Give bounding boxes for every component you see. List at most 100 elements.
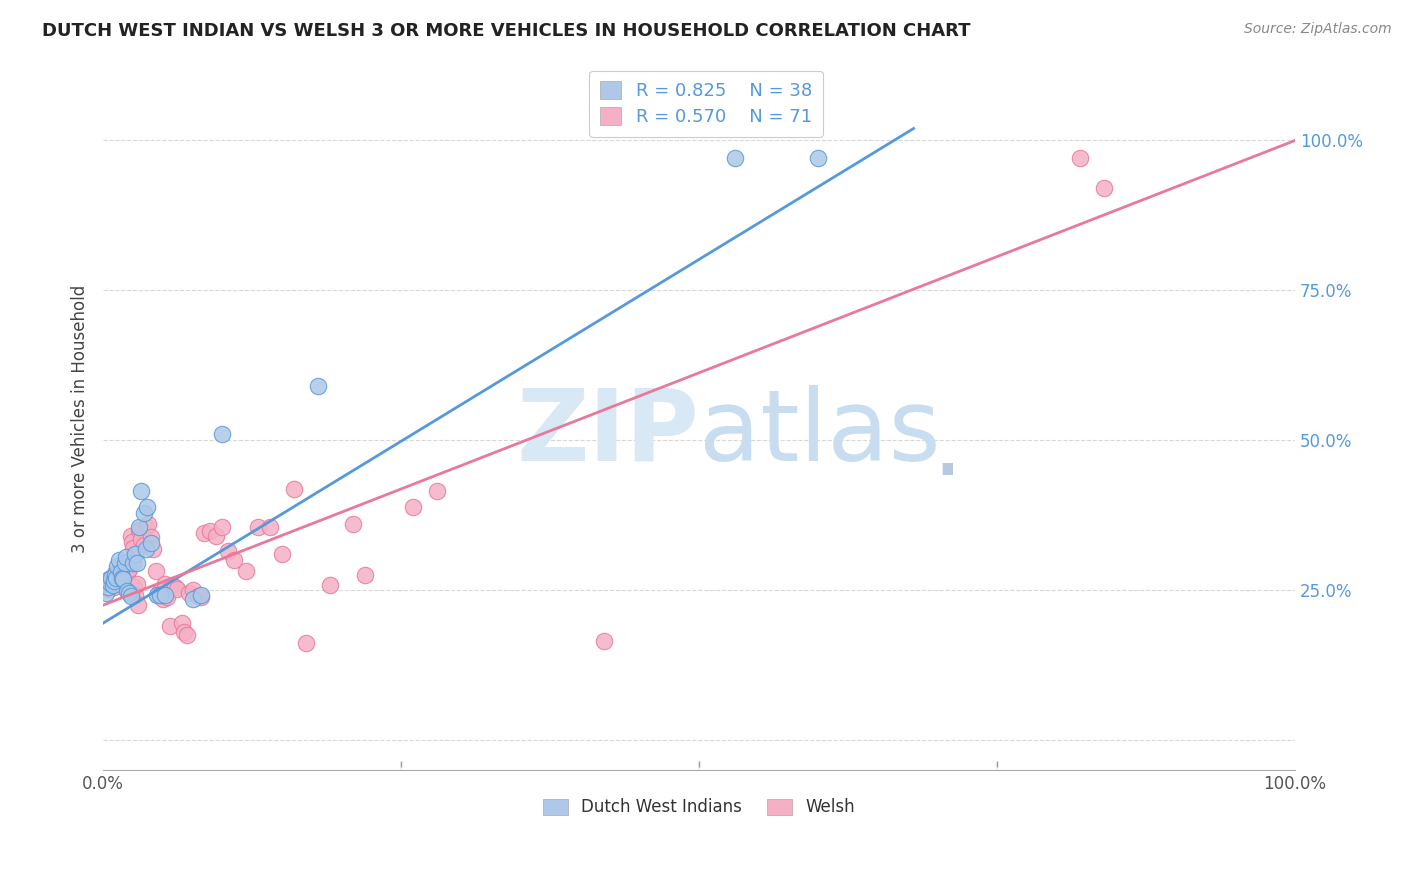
Point bbox=[128, 523, 150, 537]
Point bbox=[94, 586, 117, 600]
Point bbox=[142, 542, 165, 557]
Point bbox=[193, 526, 215, 541]
Point bbox=[101, 578, 124, 592]
Point bbox=[100, 571, 122, 585]
Point bbox=[96, 577, 118, 591]
Y-axis label: 3 or more Vehicles in Household: 3 or more Vehicles in Household bbox=[72, 285, 89, 553]
Point bbox=[190, 591, 212, 605]
Text: DUTCH WEST INDIAN VS WELSH 3 OR MORE VEHICLES IN HOUSEHOLD CORRELATION CHART: DUTCH WEST INDIAN VS WELSH 3 OR MORE VEH… bbox=[42, 22, 970, 40]
Point bbox=[153, 577, 176, 591]
Point bbox=[101, 576, 124, 591]
Point bbox=[98, 576, 121, 591]
Point bbox=[105, 571, 128, 585]
Point bbox=[135, 520, 157, 534]
Point bbox=[170, 616, 193, 631]
Point bbox=[132, 507, 155, 521]
Point bbox=[104, 568, 127, 582]
Point bbox=[139, 530, 162, 544]
Point bbox=[402, 500, 425, 515]
Text: .: . bbox=[932, 399, 963, 496]
Point bbox=[114, 564, 136, 578]
Point bbox=[307, 379, 329, 393]
Text: atlas: atlas bbox=[699, 384, 941, 482]
Point bbox=[211, 427, 233, 442]
Point bbox=[100, 571, 122, 585]
Point bbox=[724, 152, 747, 166]
Point bbox=[121, 535, 143, 549]
Point bbox=[190, 588, 212, 602]
Point bbox=[124, 547, 146, 561]
Point bbox=[129, 484, 152, 499]
Point bbox=[156, 591, 179, 605]
Point bbox=[107, 572, 129, 586]
Point bbox=[108, 577, 131, 591]
Point bbox=[200, 524, 222, 539]
Point bbox=[97, 580, 120, 594]
Point bbox=[145, 588, 167, 602]
Point bbox=[128, 520, 150, 534]
Point bbox=[112, 562, 135, 576]
Point bbox=[149, 584, 172, 599]
Point bbox=[120, 529, 142, 543]
Point bbox=[111, 570, 134, 584]
Text: Source: ZipAtlas.com: Source: ZipAtlas.com bbox=[1244, 22, 1392, 37]
Point bbox=[132, 538, 155, 552]
Point bbox=[97, 577, 120, 591]
Point bbox=[98, 572, 121, 586]
Point bbox=[129, 532, 152, 546]
Point bbox=[807, 152, 830, 166]
Point bbox=[153, 588, 176, 602]
Point bbox=[107, 553, 129, 567]
Point bbox=[181, 583, 204, 598]
Point bbox=[105, 571, 128, 585]
Point bbox=[1092, 181, 1115, 195]
Point bbox=[149, 588, 172, 602]
Point bbox=[247, 520, 270, 534]
Point bbox=[110, 574, 132, 589]
Point bbox=[176, 628, 198, 642]
Point bbox=[107, 566, 129, 581]
Point bbox=[177, 586, 200, 600]
Point bbox=[211, 520, 233, 534]
Point bbox=[135, 542, 157, 557]
Point bbox=[104, 566, 127, 581]
Point bbox=[318, 578, 340, 592]
Point bbox=[122, 580, 145, 594]
Point bbox=[114, 550, 136, 565]
Point bbox=[111, 571, 134, 585]
Point bbox=[145, 564, 167, 578]
Point bbox=[271, 547, 294, 561]
Point bbox=[139, 536, 162, 550]
Point bbox=[146, 588, 169, 602]
Point bbox=[163, 580, 186, 594]
Point bbox=[112, 572, 135, 586]
Legend: Dutch West Indians, Welsh: Dutch West Indians, Welsh bbox=[534, 790, 863, 825]
Point bbox=[98, 582, 121, 596]
Point bbox=[162, 578, 184, 592]
Point bbox=[294, 636, 316, 650]
Point bbox=[173, 625, 195, 640]
Point bbox=[283, 483, 305, 497]
Text: ZIP: ZIP bbox=[516, 384, 699, 482]
Point bbox=[217, 544, 239, 558]
Point bbox=[181, 592, 204, 607]
Point bbox=[354, 568, 377, 582]
Point bbox=[103, 574, 125, 589]
Point bbox=[426, 484, 449, 499]
Point bbox=[1069, 152, 1091, 166]
Point bbox=[205, 529, 228, 543]
Point bbox=[122, 541, 145, 556]
Point bbox=[235, 564, 257, 578]
Point bbox=[118, 586, 141, 600]
Point bbox=[118, 562, 141, 576]
Point bbox=[107, 559, 129, 574]
Point bbox=[114, 556, 136, 570]
Point bbox=[110, 565, 132, 579]
Point bbox=[114, 556, 136, 570]
Point bbox=[224, 553, 246, 567]
Point bbox=[122, 556, 145, 570]
Point bbox=[94, 580, 117, 594]
Point bbox=[187, 589, 209, 603]
Point bbox=[166, 582, 188, 596]
Point bbox=[592, 634, 614, 648]
